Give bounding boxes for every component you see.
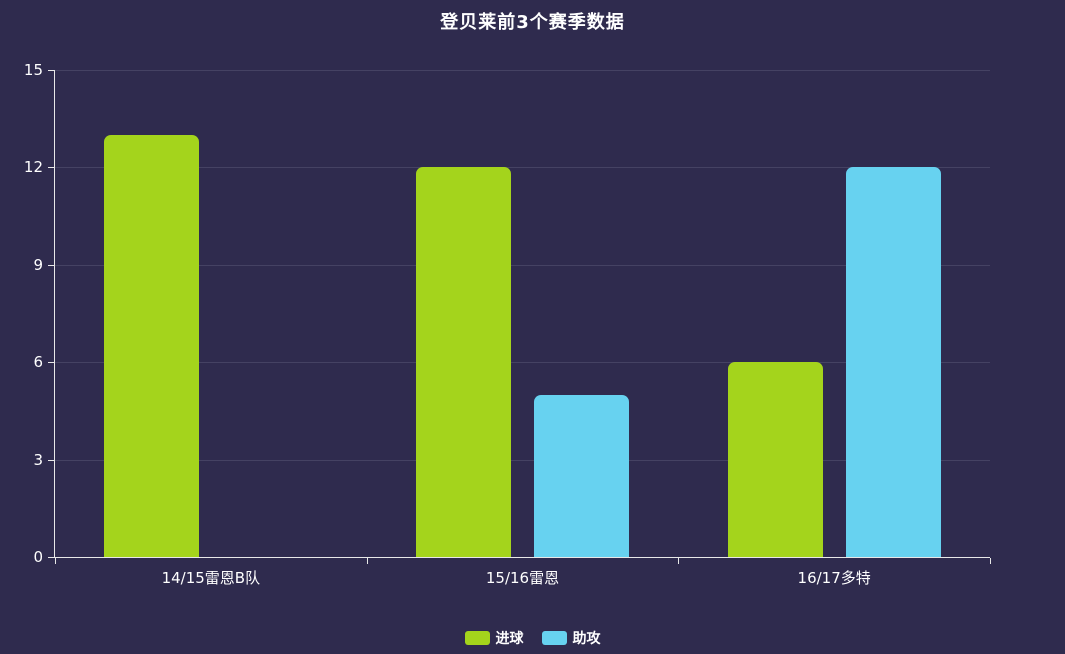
y-axis-tick: [48, 264, 54, 266]
x-axis-tick: [55, 558, 56, 564]
x-axis-tick: [678, 558, 680, 564]
y-axis-tick: [48, 557, 54, 558]
y-axis-label-3: 3: [33, 450, 43, 469]
x-axis-line: [54, 557, 990, 558]
y-axis-label-6: 6: [33, 353, 43, 372]
gridline-y-15: [55, 70, 990, 71]
bar-进球-16/17多特[interactable]: [727, 362, 823, 557]
chart-legend: 进球 助攻: [0, 628, 1065, 648]
gridline-y-9: [55, 264, 990, 266]
y-axis-tick: [48, 362, 54, 364]
bar-进球-15/16雷恩[interactable]: [416, 167, 511, 557]
x-axis-label-14/15雷恩B队: 14/15雷恩B队: [161, 569, 261, 587]
legend-swatch-进球: [464, 631, 490, 645]
y-axis-label-9: 9: [33, 255, 43, 274]
x-axis-label-15/16雷恩: 15/16雷恩: [485, 569, 560, 587]
gridline-y-6: [55, 362, 990, 364]
y-axis-label-0: 0: [33, 548, 43, 566]
x-axis-tick: [366, 558, 368, 564]
legend-label-进球: 进球: [495, 631, 524, 647]
legend-label-助攻: 助攻: [572, 631, 601, 647]
legend-item-助攻[interactable]: 助攻: [541, 628, 601, 648]
y-axis-tick: [48, 459, 54, 461]
bar-进球-14/15雷恩B队[interactable]: [104, 134, 200, 557]
gridline-y-3: [55, 459, 990, 461]
chart-title: 登贝莱前3个赛季数据: [440, 12, 625, 33]
y-axis-tick: [48, 70, 54, 71]
x-axis-tick: [990, 558, 991, 564]
bar-助攻-15/16雷恩[interactable]: [534, 394, 629, 557]
y-axis-label-12: 12: [23, 158, 43, 177]
legend-item-进球[interactable]: 进球: [464, 628, 524, 648]
legend-swatch-助攻: [541, 631, 567, 645]
bar-助攻-16/17多特[interactable]: [845, 167, 941, 557]
y-axis-label-15: 15: [23, 61, 43, 79]
y-axis-line: [54, 70, 55, 557]
x-axis-label-16/17多特: 16/17多特: [797, 569, 871, 587]
gridline-y-12: [55, 167, 990, 169]
bar-chart-plot-area: 0 3 6 9 12 15 14/15雷恩B队 15/16雷恩 16/17多特: [24, 61, 991, 587]
y-axis-tick: [48, 167, 54, 169]
